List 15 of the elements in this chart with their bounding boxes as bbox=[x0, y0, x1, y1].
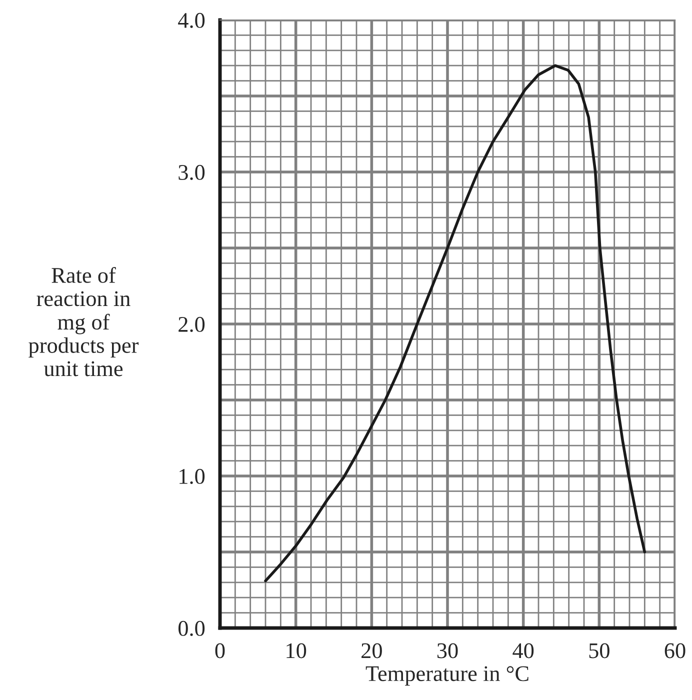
x-axis-title: Temperature in °C bbox=[366, 666, 528, 686]
y-axis-title: Rate of reaction in mg of products per unit time bbox=[28, 267, 139, 376]
x-tick-label: 0 bbox=[215, 643, 225, 658]
line-series bbox=[264, 64, 646, 582]
x-tick-label: 40 bbox=[512, 643, 534, 658]
y-tick-label: 0.0 bbox=[178, 620, 205, 636]
x-tick-label: 60 bbox=[664, 643, 686, 658]
x-tick-label: 10 bbox=[286, 643, 306, 658]
x-tick-label: 50 bbox=[589, 643, 610, 658]
y-tick-label: 2.0 bbox=[178, 316, 205, 332]
x-tick-label: 20 bbox=[362, 643, 382, 658]
y-tick-label: 4.0 bbox=[178, 12, 205, 28]
y-tick-label: 3.0 bbox=[178, 164, 205, 180]
y-tick-label: 1.0 bbox=[180, 468, 205, 484]
x-tick-label: 30 bbox=[437, 643, 458, 658]
